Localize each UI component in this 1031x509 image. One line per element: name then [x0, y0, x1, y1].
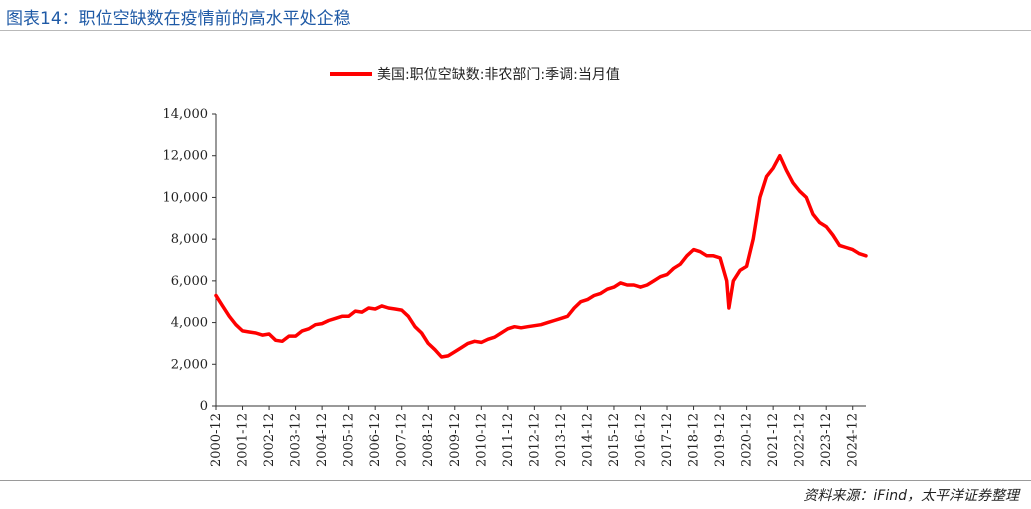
x-tick-label: 2019-12: [713, 413, 728, 467]
y-tick-label: 14,000: [163, 107, 209, 122]
y-tick-label: 2,000: [171, 357, 208, 372]
x-tick-label: 2016-12: [633, 413, 648, 467]
legend-label: 美国:职位空缺数:非农部门:季调:当月值: [377, 67, 620, 83]
x-tick-label: 2024-12: [846, 413, 861, 467]
y-tick-label: 8,000: [171, 232, 208, 247]
x-tick-label: 2014-12: [580, 413, 595, 467]
x-tick-label: 2009-12: [448, 413, 463, 467]
x-tick-label: 2000-12: [209, 413, 224, 467]
x-tick-label: 2018-12: [687, 413, 702, 467]
x-tick-label: 2017-12: [660, 413, 675, 467]
x-tick-label: 2002-12: [262, 413, 277, 467]
x-tick-label: 2011-12: [501, 413, 516, 467]
y-tick-label: 10,000: [163, 190, 209, 205]
legend: 美国:职位空缺数:非农部门:季调:当月值: [330, 67, 620, 83]
y-tick-label: 6,000: [171, 274, 208, 289]
x-tick-label: 2012-12: [527, 413, 542, 467]
x-tick-label: 2010-12: [474, 413, 489, 467]
x-tick-label: 2004-12: [315, 413, 330, 467]
source-note: 资料来源：iFind，太平洋证券整理: [803, 488, 1019, 504]
plot-area: [214, 153, 868, 359]
x-tick-label: 2020-12: [740, 413, 755, 467]
x-tick-label: 2013-12: [554, 413, 569, 467]
x-tick-label: 2015-12: [607, 413, 622, 467]
y-axis: 0 2,000 4,000 6,000 8,000 10,000 12,000 14,000: [163, 107, 217, 414]
x-tick-label: 2021-12: [766, 413, 781, 467]
x-tick-label: 2007-12: [395, 413, 410, 467]
x-tick-label: 2023-12: [819, 413, 834, 467]
y-tick-label: 4,000: [171, 316, 208, 331]
y-tick-label: 12,000: [163, 149, 209, 164]
footer-divider: [0, 480, 1031, 481]
title-divider: [0, 30, 1031, 31]
x-tick-label: 2008-12: [421, 413, 436, 467]
page-title: 图表14：职位空缺数在疫情前的高水平处企稳: [6, 9, 351, 29]
x-tick-label: 2006-12: [368, 413, 383, 467]
line-chart: 美国:职位空缺数:非农部门:季调:当月值 0 2,000 4,000 6,000 8,0…: [163, 67, 868, 467]
x-tick-label: 2005-12: [342, 413, 357, 467]
x-tick-label: 2001-12: [236, 413, 251, 467]
y-tick-label: 0: [200, 399, 208, 414]
x-axis: 2000-12 2001-12 2002-12 2003-12 2004-12 2005-…: [209, 405, 866, 467]
x-tick-label: 2003-12: [289, 413, 304, 467]
x-tick-label: 2022-12: [793, 413, 808, 467]
series-line-0: [214, 153, 868, 359]
